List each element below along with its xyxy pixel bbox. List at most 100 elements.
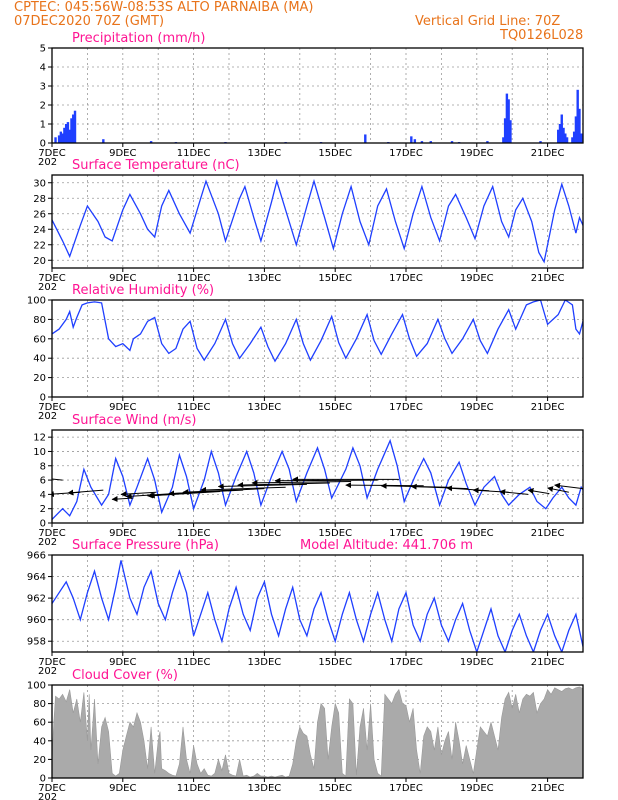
wind-vector-arrow <box>52 478 63 481</box>
cloud-cover-title: Cloud Cover (%) <box>72 668 178 683</box>
cloud-cover-panel: 0 20 40 60 80 100 7DEC 9DEC 11DEC 13DEC 15DEC 17DEC… <box>27 668 584 800</box>
model-altitude-label: Model Altitude: 441.706 m <box>300 538 473 553</box>
precip-bar <box>578 108 581 143</box>
x-tick-label: 13DEC <box>248 528 282 539</box>
precip-bar <box>576 89 579 143</box>
y-tick-label: 2 <box>40 101 46 112</box>
y-tick-label: 24 <box>33 225 46 236</box>
surface-pressure-line <box>52 560 583 652</box>
precip-bar <box>64 124 68 143</box>
y-tick-label: 3 <box>40 82 46 93</box>
wind-vector-arrow <box>251 479 352 486</box>
wind-vector-arrow <box>200 486 286 493</box>
y-tick-label: 0 <box>40 519 46 530</box>
y-tick-label: 4 <box>40 63 46 74</box>
precip-bar <box>558 124 562 143</box>
precip-bar <box>503 118 507 143</box>
precip-bar <box>68 129 71 143</box>
x-tick-label: 15DEC <box>318 148 352 159</box>
precip-bar <box>486 141 489 143</box>
precip-bar <box>57 135 61 143</box>
precipitation-plot-area <box>52 48 583 143</box>
y-tick-label: 22 <box>33 240 46 251</box>
x-tick-label: 21DEC <box>531 273 565 284</box>
wind-vector-arrow <box>182 488 265 495</box>
x-tick-label: 11DEC <box>177 148 211 159</box>
precip-bar <box>410 136 413 143</box>
x-tick-label: 15DEC <box>318 657 352 668</box>
y-tick-label: 960 <box>27 615 46 626</box>
x-tick-label: 9DEC <box>109 528 136 539</box>
cloud-cover-frame <box>51 684 584 779</box>
wind-vector-arrow <box>217 483 307 490</box>
surface-temperature-frame <box>51 174 584 269</box>
precip-bar <box>364 134 367 143</box>
precip-bar <box>63 127 66 143</box>
y-tick-label: 20 <box>33 373 46 384</box>
surface-temperature-plot-area <box>52 175 583 268</box>
precip-bar <box>507 99 510 143</box>
x-tick-label: 7DEC <box>38 402 65 413</box>
x-tick-label: 19DEC <box>460 402 494 413</box>
relative-humidity-line <box>52 300 583 363</box>
wind-vector-arrow <box>67 489 104 496</box>
surface-wind-plot <box>52 438 583 520</box>
y-tick-label: 1 <box>40 120 46 131</box>
precip-bar <box>61 133 64 143</box>
precip-bar <box>59 131 63 143</box>
precip-bar <box>557 129 560 143</box>
y-tick-label: 26 <box>33 209 46 220</box>
x-tick-label: 9DEC <box>109 657 136 668</box>
y-tick-label: 30 <box>33 178 46 189</box>
cloud-cover-plot <box>52 686 583 778</box>
x-tick-label: 19DEC <box>460 528 494 539</box>
y-tick-label: 6 <box>40 476 46 487</box>
y-tick-label: 2 <box>40 504 46 515</box>
y-tick-label: 958 <box>27 637 46 648</box>
y-tick-label: 100 <box>27 681 46 692</box>
x-tick-label: 13DEC <box>248 657 282 668</box>
x-year-fragment: 202 <box>38 537 57 548</box>
x-tick-label: 15DEC <box>318 783 352 794</box>
x-tick-label: 15DEC <box>318 528 352 539</box>
precip-bar <box>505 93 509 143</box>
x-tick-label: 15DEC <box>318 402 352 413</box>
surface-wind-title: Surface Wind (m/s) <box>72 413 196 428</box>
x-tick-label: 11DEC <box>177 783 211 794</box>
x-tick-label: 19DEC <box>460 657 494 668</box>
surface-temperature-plot <box>52 178 583 264</box>
y-tick-label: 40 <box>33 354 46 365</box>
precip-bar <box>420 141 424 143</box>
x-tick-label: 15DEC <box>318 273 352 284</box>
precip-bar <box>574 116 578 143</box>
x-tick-label: 21DEC <box>531 148 565 159</box>
y-tick-label: 964 <box>27 572 46 583</box>
x-tick-label: 21DEC <box>531 657 565 668</box>
x-tick-label: 17DEC <box>389 273 423 284</box>
relative-humidity-plot-area <box>52 300 583 397</box>
y-tick-label: 80 <box>33 315 46 326</box>
precip-bar <box>149 141 153 143</box>
x-tick-label: 7DEC <box>38 783 65 794</box>
precip-bar <box>70 118 73 143</box>
precip-bar <box>72 114 75 143</box>
surface-wind-frame <box>51 429 584 524</box>
relative-humidity-plot <box>52 300 583 363</box>
x-tick-label: 19DEC <box>460 148 494 159</box>
header-station-line: CPTEC: 045:56W-08:53S ALTO PARNAIBA (MA) <box>14 0 314 15</box>
precip-bar <box>54 137 57 143</box>
precip-bar <box>560 114 563 143</box>
relative-humidity-title: Relative Humidity (%) <box>72 283 214 298</box>
header-model-code: TQ0126L028 <box>500 28 584 43</box>
wind-vector-arrow <box>554 482 583 490</box>
x-year-fragment: 202 <box>38 792 57 800</box>
x-tick-label: 21DEC <box>531 528 565 539</box>
precipitation-panel: 0 1 2 3 4 5 7DEC 9DEC 11DEC 13DEC 15DEC 17DEC 19DEC 2… <box>38 31 584 168</box>
precip-bar <box>580 133 583 143</box>
wind-vector-arrow <box>527 488 550 495</box>
y-tick-label: 28 <box>33 194 46 205</box>
x-tick-label: 13DEC <box>248 273 282 284</box>
precip-bar <box>562 127 565 143</box>
surface-temperature-line <box>52 178 583 264</box>
